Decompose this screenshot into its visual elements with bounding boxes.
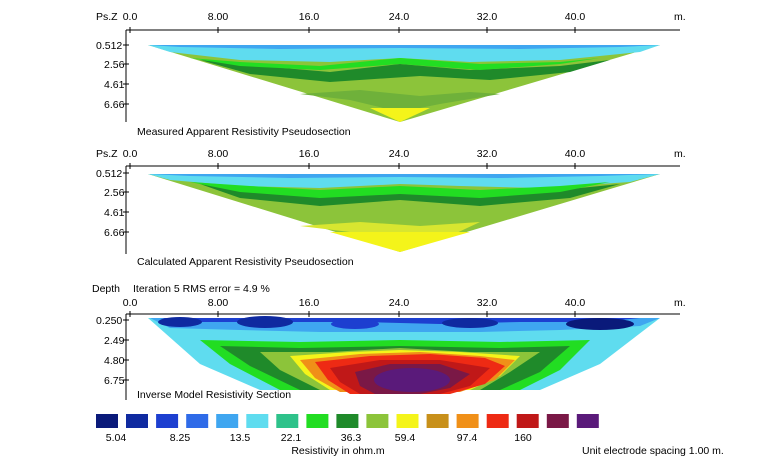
distance-tick-label: 16.0 [299,297,320,309]
legend-color-swatch [546,414,569,428]
legend-color-swatch [366,414,389,428]
depth-header: Ps.Z [96,11,118,23]
distance-tick-label: 0.0 [123,148,138,160]
measured-pseudosection [148,45,660,122]
depth-tick-label: 6.66 [104,227,125,239]
section-caption: Calculated Apparent Resistivity Pseudose… [137,256,354,268]
measured-panel: Ps.Z 0.0 8.00 16.0 24.0 32.0 40.0 m. 0.5… [96,11,686,138]
legend-color-swatch [396,414,419,428]
legend-color-swatch [336,414,359,428]
section-caption: Measured Apparent Resistivity Pseudosect… [137,126,351,138]
depth-tick-label: 0.250 [96,315,122,327]
depth-tick-label: 2.56 [104,187,125,199]
distance-tick-label: 24.0 [389,297,410,309]
distance-tick-label: 8.00 [208,297,229,309]
distance-tick-label: 16.0 [299,148,320,160]
legend-color-swatch [216,414,239,428]
inverse-panel: Depth Iteration 5 RMS error = 4.9 % 0.0 … [92,283,686,401]
distance-tick-label: 32.0 [477,148,498,160]
legend-color-swatch [96,414,118,428]
depth-tick-label: 0.512 [96,168,122,180]
legend-value-label: 8.25 [170,432,191,444]
unit-label: m. [674,11,686,23]
depth-tick-label: 2.56 [104,59,125,71]
distance-tick-label: 40.0 [565,11,586,23]
distance-tick-label: 24.0 [389,148,410,160]
unit-label: m. [674,297,686,309]
legend-color-swatch [156,414,179,428]
distance-tick-label: 16.0 [299,11,320,23]
legend-color-swatch [276,414,299,428]
legend-value-label: 97.4 [457,432,478,444]
iteration-text: Iteration 5 RMS error = 4.9 % [133,283,270,295]
legend-color-swatch [456,414,479,428]
legend-color-swatch [426,414,449,428]
distance-tick-label: 32.0 [477,11,498,23]
section-caption: Inverse Model Resistivity Section [137,389,291,401]
legend-color-swatch [186,414,209,428]
legend-color-swatch [576,414,599,428]
depth-header: Ps.Z [96,148,118,160]
depth-tick-label: 4.80 [104,355,125,367]
depth-tick-label: 4.61 [104,207,125,219]
distance-tick-label: 0.0 [123,297,138,309]
legend-color-swatch [306,414,329,428]
legend-color-swatch [126,414,148,428]
calculated-panel: Ps.Z 0.0 8.00 16.0 24.0 32.0 40.0 m. 0.5… [96,148,686,268]
distance-tick-label: 40.0 [565,148,586,160]
depth-tick-label: 2.49 [104,335,125,347]
distance-tick-label: 24.0 [389,11,410,23]
legend-title: Resistivity in ohm.m [291,445,385,457]
legend-value-label: 59.4 [395,432,416,444]
depth-tick-label: 4.61 [104,79,125,91]
depth-tick-label: 0.512 [96,40,122,52]
distance-tick-label: 8.00 [208,148,229,160]
legend-color-swatch [516,414,539,428]
depth-tick-label: 6.75 [104,375,125,387]
distance-tick-label: 0.0 [123,11,138,23]
inverse-model-section [148,316,660,394]
unit-label: m. [674,148,686,160]
distance-tick-label: 8.00 [208,11,229,23]
distance-tick-label: 32.0 [477,297,498,309]
depth-tick-label: 6.66 [104,99,125,111]
legend-color-swatch [246,414,269,428]
legend-value-label: 13.5 [230,432,251,444]
electrode-spacing-note: Unit electrode spacing 1.00 m. [582,445,724,457]
color-scale-legend [96,414,599,428]
legend-value-label: 22.1 [281,432,302,444]
depth-header: Depth [92,283,120,295]
distance-tick-label: 40.0 [565,297,586,309]
legend-value-label: 5.04 [106,432,127,444]
calculated-pseudosection [148,174,660,252]
legend-value-label: 36.3 [341,432,362,444]
legend-value-label: 160 [514,432,532,444]
legend-color-swatch [486,414,509,428]
